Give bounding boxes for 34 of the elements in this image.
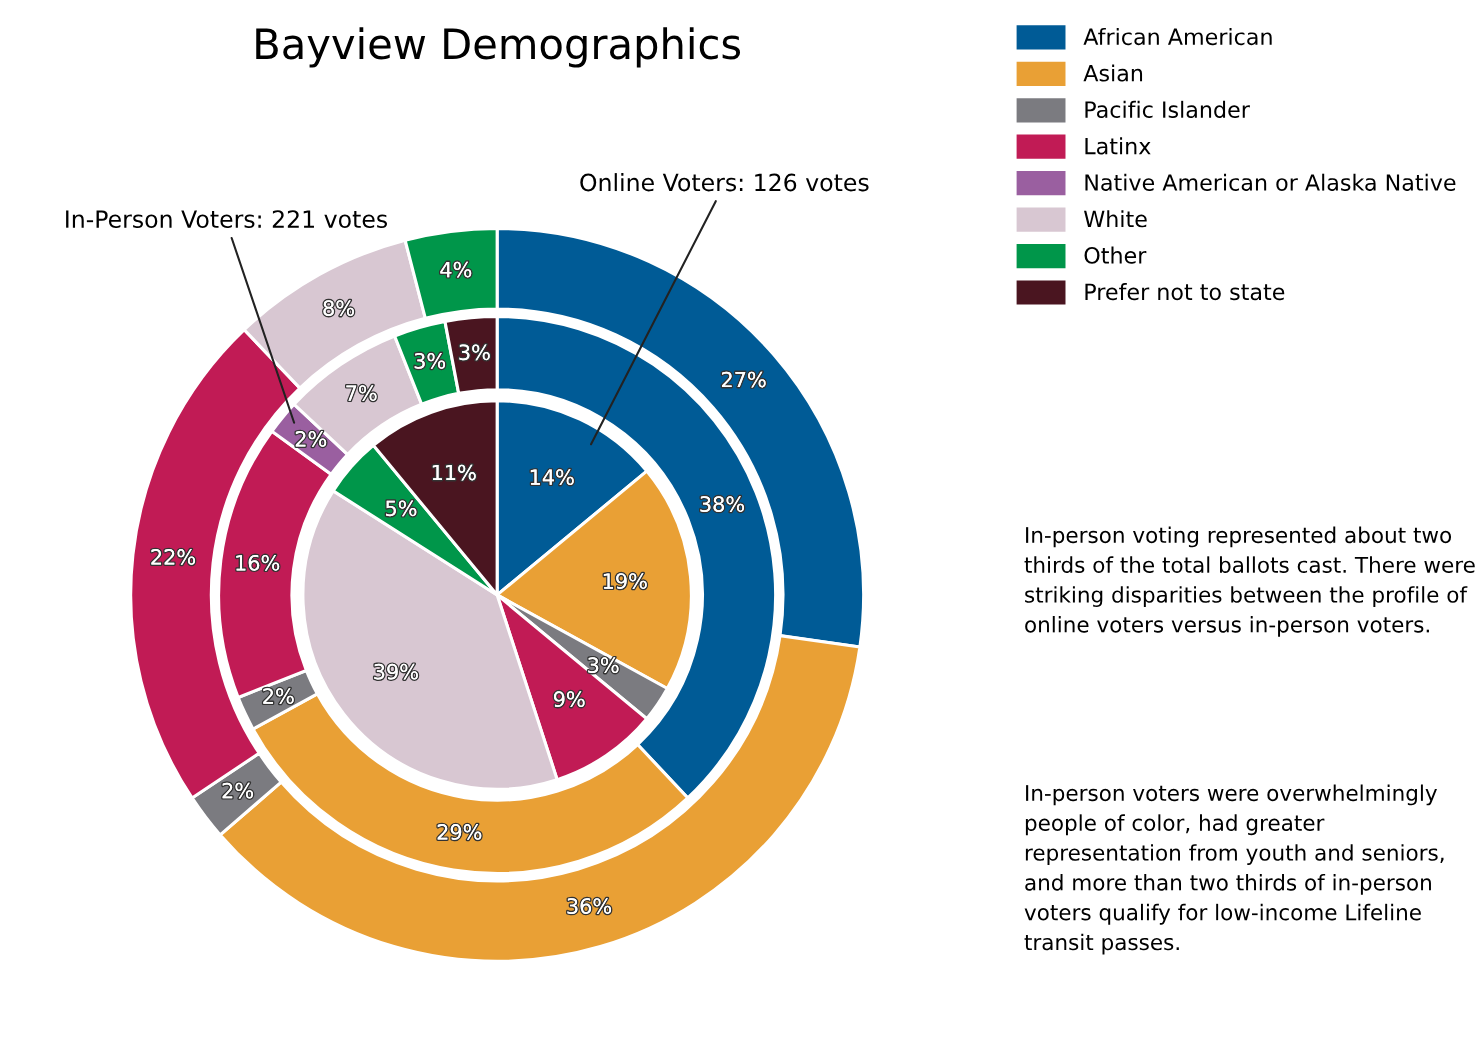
data-label: 39%	[374, 663, 418, 680]
data-label: 2%	[295, 431, 327, 447]
legend-label: African American	[1083, 27, 1272, 46]
slice-label: In-Person Voters: 221 votes	[66, 210, 388, 229]
data-label: 22%	[151, 549, 196, 565]
legend-label: Prefer not to state	[1085, 283, 1285, 301]
text: In-person voters were overwhelmingly people of color, had greater representation from youth and seniors, and more than two thirds of in-person voters qualify for low-income Lifeline transit passes.	[1024, 784, 1444, 955]
legend-label: Pacific Islander	[1085, 100, 1250, 119]
data-label: 7%	[346, 385, 377, 401]
legend-label: Other	[1084, 246, 1147, 264]
slice-label: Online Voters: 126 votes	[580, 173, 869, 192]
legend-label: Native American or Alaska Native	[1085, 173, 1456, 191]
data-label: 16%	[236, 554, 280, 571]
chart-title: Bayview Demographics	[256, 27, 741, 68]
text: In-person voting represented about two thirds of the total ballots cast. There were striking disparities between the profile of online voters versus in-person voters.	[1024, 526, 1475, 637]
data-label: 36%	[567, 898, 612, 914]
data-label: 19%	[603, 573, 647, 589]
data-label: 2%	[222, 782, 253, 799]
legend-label: White	[1084, 210, 1147, 228]
data-label: 3%	[459, 344, 490, 361]
legend-label: Latinx	[1085, 137, 1151, 155]
data-label: 11%	[432, 464, 476, 481]
legend-label: Asian	[1083, 64, 1143, 82]
data-label: 5%	[386, 500, 417, 517]
data-label: 8%	[323, 300, 354, 316]
data-label: 27%	[721, 371, 766, 388]
data-label: 29%	[437, 824, 482, 840]
data-label: 38%	[700, 496, 745, 512]
data-label: 3%	[414, 352, 446, 369]
data-label: 2%	[263, 688, 294, 704]
data-label: 14%	[530, 469, 574, 486]
data-label: 3%	[588, 657, 619, 674]
data-label: 9%	[553, 691, 585, 708]
data-label: 4%	[440, 261, 472, 278]
